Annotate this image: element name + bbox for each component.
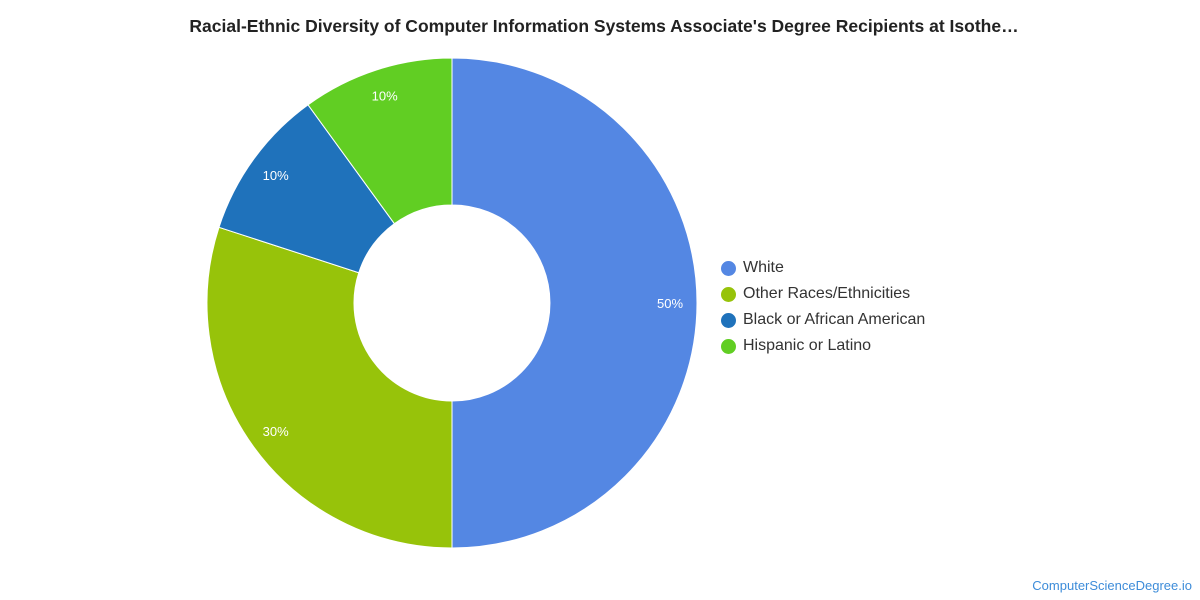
legend-swatch-1 [721, 286, 736, 302]
legend-item-0[interactable]: White [721, 255, 925, 281]
legend-swatch-3 [721, 338, 736, 354]
chart-title: Racial-Ethnic Diversity of Computer Info… [189, 16, 1019, 36]
legend-item-2[interactable]: Black or African American [721, 307, 925, 333]
legend-swatch-0 [721, 260, 736, 276]
legend-swatch-2 [721, 312, 736, 328]
slice-label-3: 10% [372, 89, 398, 104]
donut-slice-3[interactable] [307, 57, 453, 225]
legend-label-2: Black or African American [743, 311, 926, 328]
legend-item-3[interactable]: Hispanic or Latino [721, 333, 925, 359]
slice-label-2: 10% [263, 168, 289, 183]
chart-legend: White Other Races/Ethnicities Black or Afr… [721, 255, 925, 359]
legend-label-3: Hispanic or Latino [743, 337, 872, 354]
legend-item-1[interactable]: Other Races/Ethnicities [721, 281, 925, 307]
donut-slice-0[interactable] [451, 57, 698, 549]
donut-slice-1[interactable] [206, 226, 453, 549]
site-watermark[interactable]: ComputerScienceDegree.io [1032, 578, 1192, 593]
legend-label-1: Other Races/Ethnicities [743, 285, 911, 302]
legend-label-0: White [743, 259, 784, 276]
slice-label-1: 30% [263, 424, 289, 439]
slice-label-0: 50% [657, 296, 683, 311]
